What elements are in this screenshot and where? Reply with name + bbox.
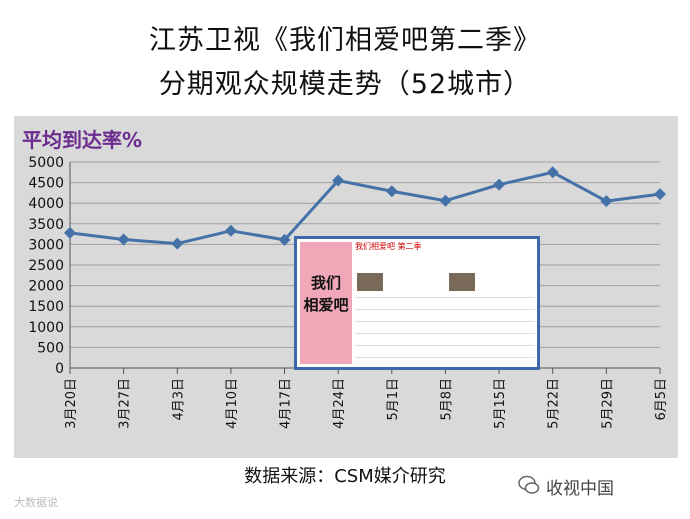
data-point — [278, 233, 291, 246]
episode-row — [355, 333, 535, 334]
watermark-left: 大数据说 — [14, 496, 58, 509]
data-point — [64, 226, 76, 239]
x-tick-label: 3月20日 — [64, 378, 79, 429]
episode-row — [355, 321, 535, 322]
x-tick-label: 5月1日 — [386, 378, 401, 421]
data-point — [117, 233, 130, 246]
data-point — [439, 194, 452, 207]
x-tick-label: 4月17日 — [279, 378, 294, 429]
x-tick-label: 4月24日 — [332, 378, 347, 429]
series-line — [69, 170, 661, 246]
data-point — [600, 195, 613, 208]
y-tick-label: 5000 — [28, 155, 64, 171]
watermark-text: 收视中国 — [546, 479, 614, 499]
data-point — [332, 174, 345, 187]
poster-logo-text: 我们 相爱吧 — [303, 274, 349, 314]
data-point — [385, 185, 398, 198]
program-screenshot-inset: 我们 相爱吧 我们相爱吧 第二季 — [294, 236, 540, 370]
y-tick-label: 2500 — [28, 258, 64, 274]
episode-row — [355, 345, 535, 346]
x-tick-label: 4月3日 — [171, 378, 186, 421]
y-tick-label: 3000 — [28, 237, 64, 253]
x-tick-label: 5月15日 — [493, 378, 508, 429]
metric-label: 平均到达率% — [22, 128, 143, 152]
episode-thumbnail — [449, 273, 475, 291]
data-point — [654, 188, 666, 201]
y-tick-label: 500 — [37, 340, 64, 356]
episode-thumbnail — [357, 273, 383, 291]
y-tick-label: 4000 — [28, 196, 64, 212]
data-point — [546, 166, 559, 179]
x-tick-label: 5月22日 — [547, 378, 562, 429]
y-tick-label: 2000 — [28, 279, 64, 295]
wechat-icon — [518, 475, 540, 494]
y-tick-label: 3500 — [28, 217, 64, 233]
y-tick-label: 1000 — [28, 320, 64, 336]
y-tick-label: 1500 — [28, 299, 64, 315]
inset-heading: 我们相爱吧 第二季 — [355, 242, 422, 251]
chart-title-line1: 江苏卫视《我们相爱吧第二季》 — [149, 25, 541, 56]
x-tick-label: 4月10日 — [225, 378, 240, 429]
y-tick-label: 4500 — [28, 176, 64, 192]
x-tick-label: 3月27日 — [118, 378, 133, 429]
poster-image: 我们 相爱吧 — [300, 242, 352, 364]
data-point — [171, 237, 184, 250]
y-tick-label: 0 — [55, 361, 64, 377]
episode-row — [355, 309, 535, 310]
episode-row — [355, 297, 535, 298]
data-point — [493, 178, 506, 191]
chart-title-line2: 分期观众规模走势（52城市） — [158, 69, 532, 100]
episode-row — [355, 357, 535, 358]
x-tick-label: 5月29日 — [600, 378, 615, 429]
x-tick-label: 6月5日 — [654, 378, 669, 421]
data-source-note: 数据来源：CSM媒介研究 — [244, 466, 446, 487]
x-tick-label: 5月8日 — [439, 378, 454, 421]
data-point — [224, 224, 237, 237]
